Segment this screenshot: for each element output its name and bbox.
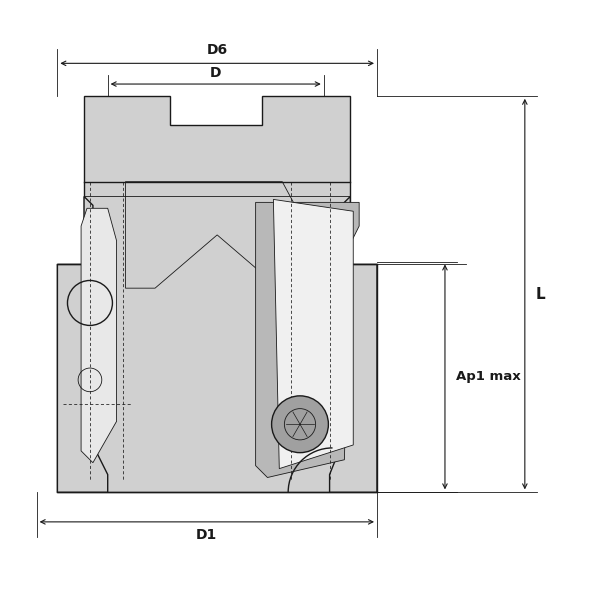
Polygon shape <box>81 208 116 463</box>
Text: 90°: 90° <box>304 444 325 457</box>
Text: D: D <box>210 67 221 80</box>
Circle shape <box>272 396 328 452</box>
Polygon shape <box>125 182 315 288</box>
Polygon shape <box>329 196 377 492</box>
Text: D6: D6 <box>206 43 228 58</box>
Text: Ap1 max: Ap1 max <box>455 370 520 383</box>
Text: L: L <box>535 287 545 302</box>
Polygon shape <box>58 96 377 492</box>
Polygon shape <box>274 199 353 469</box>
Polygon shape <box>256 202 359 478</box>
Text: D1: D1 <box>196 528 217 542</box>
Polygon shape <box>58 196 108 492</box>
